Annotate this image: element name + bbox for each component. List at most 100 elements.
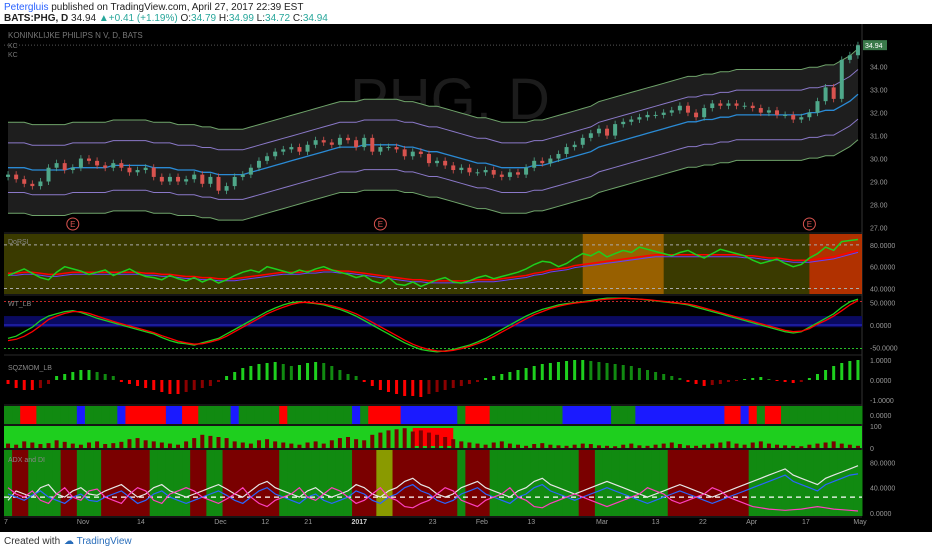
adx-background-cell bbox=[109, 450, 118, 516]
sqzmom-bar bbox=[678, 378, 682, 380]
sqzmom-bar bbox=[30, 380, 34, 390]
regime-cell bbox=[173, 406, 183, 424]
rsi-average-line bbox=[8, 251, 859, 284]
volume-bar bbox=[669, 442, 674, 448]
sqzmom-bar bbox=[710, 380, 714, 385]
regime-cell bbox=[392, 406, 402, 424]
adx-series-line bbox=[7, 486, 859, 512]
candle-body bbox=[775, 110, 780, 115]
rsi-background bbox=[4, 234, 862, 294]
sqzmom-bar bbox=[848, 361, 852, 380]
adx-background-cell bbox=[117, 450, 126, 516]
x-axis-label: 13 bbox=[527, 519, 535, 526]
regime-cell bbox=[635, 406, 644, 424]
sqzmom-bar bbox=[265, 363, 269, 380]
adx-background-cell bbox=[287, 450, 296, 516]
regime-cell bbox=[230, 406, 240, 424]
sqzmom-pane-title: SQZMOM_LB bbox=[8, 365, 52, 372]
adx-background-cell bbox=[125, 450, 135, 516]
candle-body bbox=[184, 179, 189, 182]
rsi-pane-title: DoRSI bbox=[8, 239, 29, 246]
rsi-line bbox=[7, 238, 859, 288]
volume-bar bbox=[467, 442, 472, 448]
sqzmom-bar bbox=[702, 380, 706, 386]
sqzmom-bar bbox=[670, 376, 674, 380]
candle-body bbox=[394, 147, 399, 150]
regime-cell bbox=[335, 406, 345, 424]
candle-body bbox=[750, 105, 755, 109]
sqzmom-bar bbox=[435, 380, 439, 392]
adx-background-cell bbox=[570, 450, 580, 516]
sqzmom-tick-label: 0.0000 bbox=[870, 378, 892, 385]
volume-bar bbox=[742, 444, 747, 448]
volume-bar bbox=[354, 439, 359, 448]
regime-cell bbox=[513, 406, 523, 424]
regime-cell bbox=[28, 406, 37, 424]
earnings-marker-label: E bbox=[807, 220, 812, 229]
legend-kc: KC bbox=[8, 52, 18, 59]
regime-cell bbox=[68, 406, 78, 424]
wt-tick-label: 0.0000 bbox=[870, 323, 892, 330]
volume-bar bbox=[62, 441, 67, 448]
adx-background-cell bbox=[449, 450, 458, 516]
regime-cell bbox=[352, 406, 361, 424]
adx-background-cell bbox=[44, 450, 54, 516]
regime-cell bbox=[554, 406, 564, 424]
volume-bar bbox=[451, 439, 456, 448]
sqzmom-bar bbox=[824, 370, 828, 380]
sqzmom-bar bbox=[637, 368, 641, 380]
sqzmom-bar bbox=[111, 376, 115, 380]
regime-cell bbox=[76, 406, 86, 424]
candle-body bbox=[289, 147, 294, 150]
adx-background-cell bbox=[756, 450, 766, 516]
regime-cell bbox=[109, 406, 118, 424]
adx-background-cell bbox=[530, 450, 539, 516]
sqzmom-bar bbox=[55, 376, 59, 380]
regime-cell bbox=[190, 406, 199, 424]
keltner-upper-inner bbox=[8, 69, 859, 151]
sqzmom-bar bbox=[573, 360, 577, 380]
wt-pane-title: WT_LB bbox=[8, 301, 32, 308]
candle-body bbox=[240, 174, 245, 177]
sqzmom-bar bbox=[192, 380, 196, 390]
adx-background-cell bbox=[554, 450, 564, 516]
rsi-tick-label: 40.0000 bbox=[870, 287, 895, 294]
sqzmom-bar bbox=[524, 368, 528, 380]
x-axis-label: Mar bbox=[596, 519, 609, 526]
adx-background-cell bbox=[198, 450, 207, 516]
regime-cell bbox=[44, 406, 54, 424]
adx-background-cell bbox=[667, 450, 677, 516]
adx-background-cell bbox=[68, 450, 78, 516]
volume-bar bbox=[402, 428, 407, 448]
volume-bar bbox=[176, 444, 181, 448]
regime-cell bbox=[117, 406, 126, 424]
regime-cell bbox=[141, 406, 151, 424]
adx-background-cell bbox=[813, 450, 823, 516]
tradingview-brand[interactable]: ☁ TradingView bbox=[64, 536, 132, 547]
wt-tick-label: -50.0000 bbox=[870, 345, 898, 352]
sqzmom-bar bbox=[241, 368, 245, 380]
candle-body bbox=[159, 176, 164, 182]
regime-cell bbox=[667, 406, 677, 424]
open-label: O: bbox=[180, 13, 192, 24]
candle-body bbox=[564, 147, 569, 154]
sqzmom-bar bbox=[775, 380, 779, 381]
regime-cell bbox=[497, 406, 507, 424]
candle-body bbox=[718, 103, 723, 106]
sqzmom-bar bbox=[79, 370, 83, 380]
regime-cell bbox=[287, 406, 296, 424]
regime-cell bbox=[732, 406, 742, 424]
candle-body bbox=[556, 153, 561, 159]
author-link[interactable]: Petergluis bbox=[4, 2, 49, 13]
regime-cell bbox=[611, 406, 620, 424]
candle-body bbox=[435, 160, 440, 164]
regime-cell bbox=[246, 406, 256, 424]
earnings-marker-label: E bbox=[70, 220, 75, 229]
x-axis-label: 13 bbox=[652, 519, 660, 526]
adx-background-cell bbox=[740, 450, 750, 516]
regime-cell bbox=[692, 406, 701, 424]
volume-bar bbox=[95, 441, 100, 448]
regime-cell bbox=[530, 406, 539, 424]
sqzmom-bar bbox=[71, 372, 75, 380]
